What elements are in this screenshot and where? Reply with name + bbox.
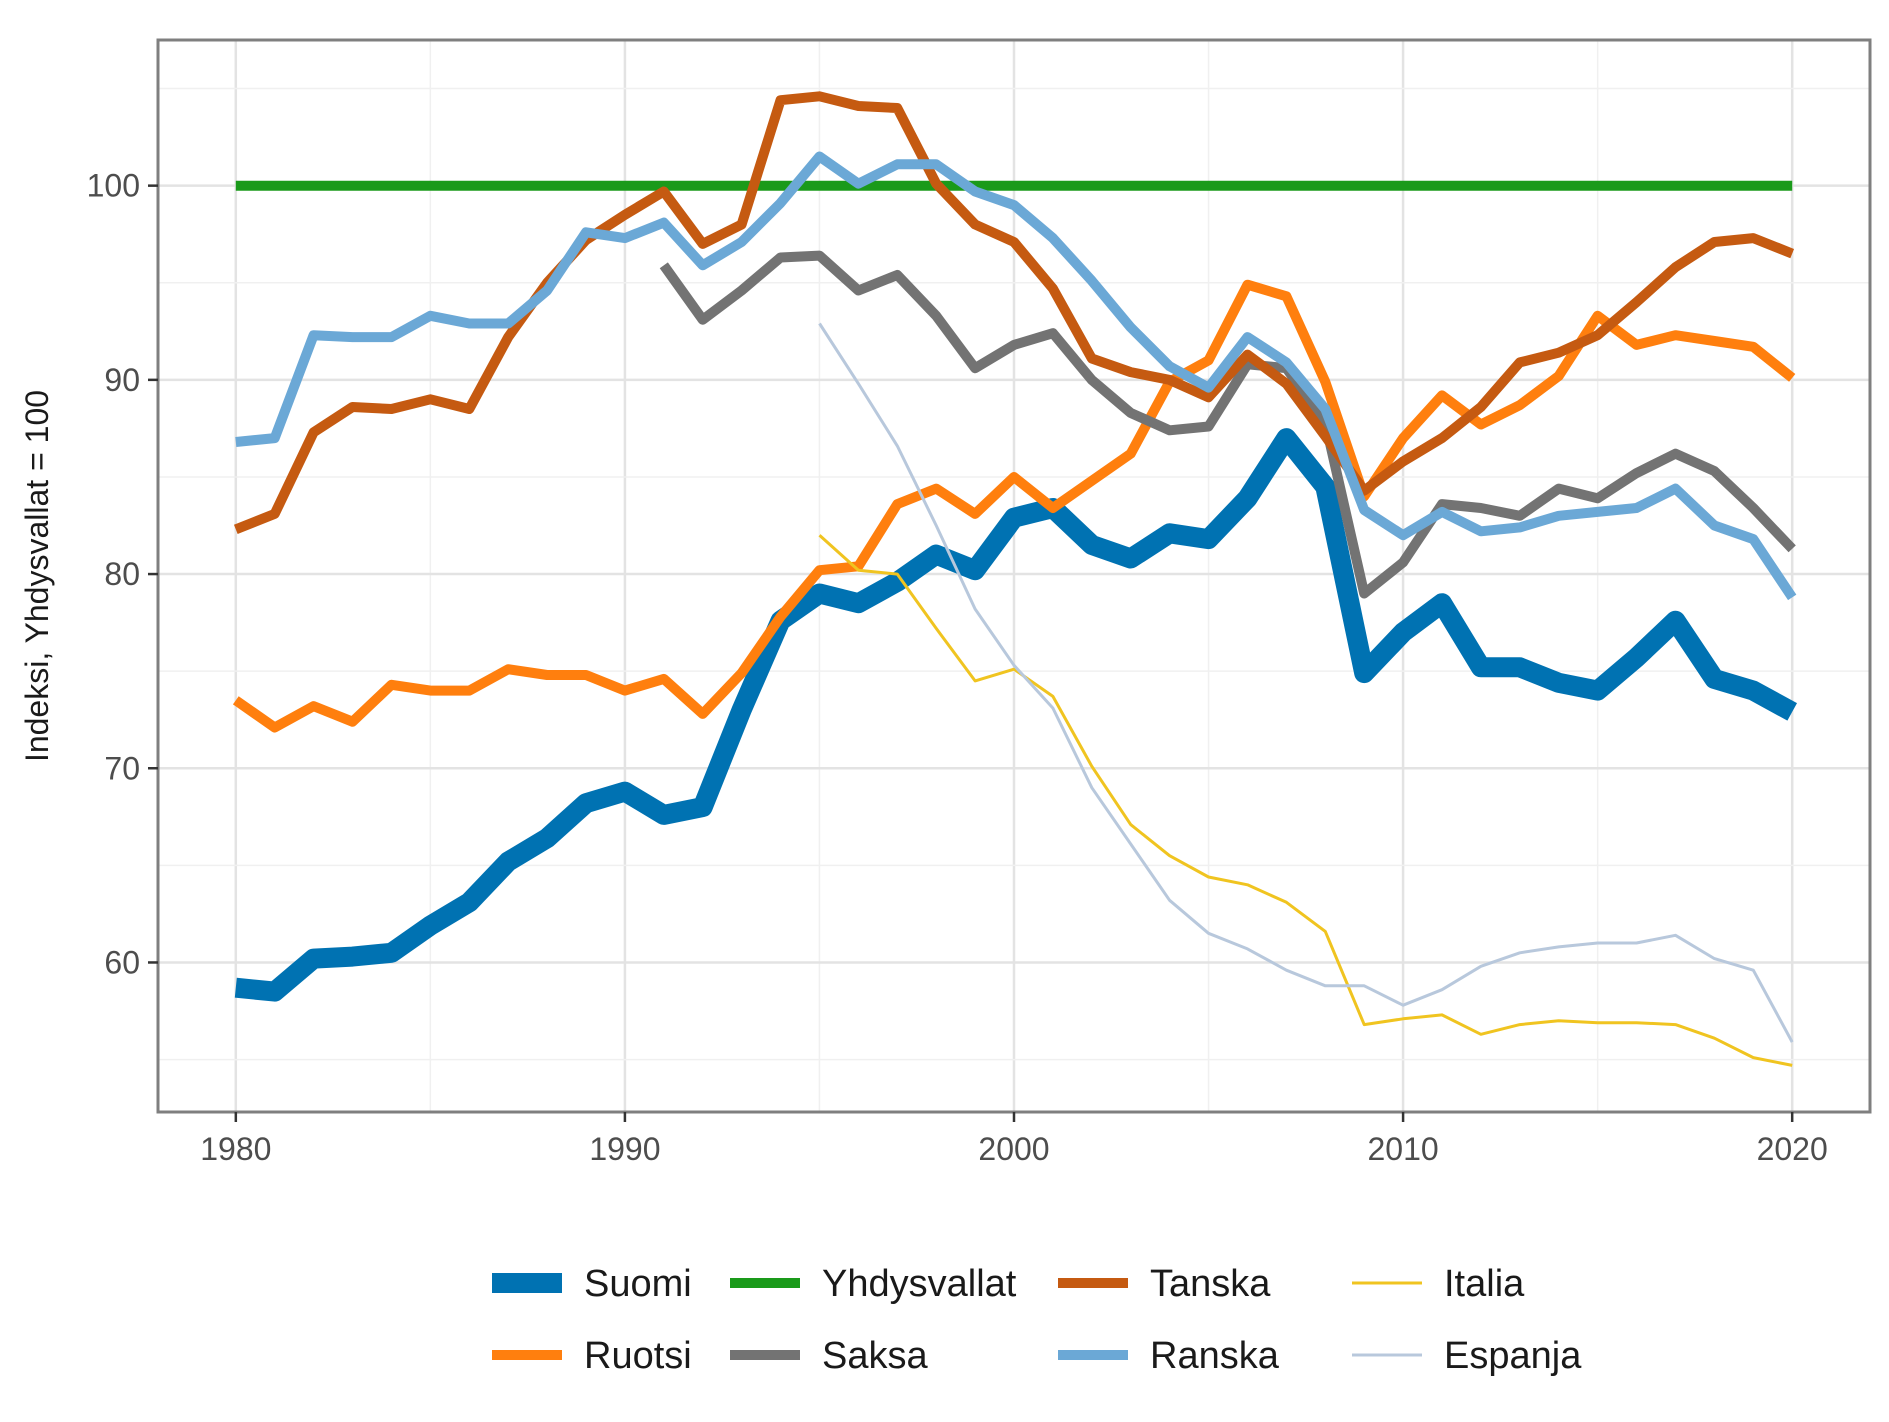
legend-item-suomi: Suomi (492, 1263, 692, 1305)
series-line-saksa (659, 250, 1796, 599)
legend-item-ranska: Ranska (1058, 1335, 1280, 1377)
legend-label: Suomi (584, 1263, 692, 1305)
x-tick-label: 2010 (1367, 1131, 1438, 1167)
legend-item-saksa: Saksa (730, 1335, 928, 1377)
legend-label: Tanska (1150, 1263, 1271, 1305)
y-axis-label: Indeksi, Yhdysvallat = 100 (19, 390, 55, 762)
y-tick-label: 60 (104, 944, 140, 980)
series-line-tanska (233, 91, 1795, 535)
series-line-suomi (234, 428, 1798, 1002)
legend-label: Yhdysvallat (822, 1263, 1017, 1305)
legend-label: Saksa (822, 1335, 928, 1377)
legend: Suomi Yhdysvallat Tanska Italia Ruotsi Saksa R… (492, 1263, 1582, 1377)
y-axis: 60 70 80 90 100 (87, 168, 158, 980)
legend-label: Ruotsi (584, 1335, 692, 1377)
series-line-italia (818, 534, 1793, 1067)
series-line-ruotsi (232, 279, 1796, 733)
legend-item-italia: Italia (1352, 1263, 1525, 1305)
legend-item-espanja: Espanja (1352, 1335, 1582, 1377)
x-tick-label: 2000 (978, 1131, 1049, 1167)
y-tick-label: 70 (104, 750, 140, 786)
legend-item-yhdysvallat: Yhdysvallat (730, 1263, 1017, 1305)
legend-item-tanska: Tanska (1058, 1263, 1271, 1305)
x-axis: 1980 1990 2000 2010 2020 (200, 1112, 1828, 1167)
series-line-ranska (235, 151, 1797, 601)
legend-label: Espanja (1444, 1335, 1582, 1377)
x-tick-label: 1980 (200, 1131, 271, 1167)
y-tick-label: 80 (104, 556, 140, 592)
series-lines (232, 91, 1798, 1067)
y-tick-label: 90 (104, 362, 140, 398)
legend-item-ruotsi: Ruotsi (492, 1335, 692, 1377)
x-tick-label: 2020 (1757, 1131, 1828, 1167)
x-tick-label: 1990 (589, 1131, 660, 1167)
legend-label: Italia (1444, 1263, 1525, 1305)
y-tick-label: 100 (87, 168, 140, 204)
legend-label: Ranska (1150, 1335, 1280, 1377)
series-line-espanja (818, 322, 1794, 1043)
